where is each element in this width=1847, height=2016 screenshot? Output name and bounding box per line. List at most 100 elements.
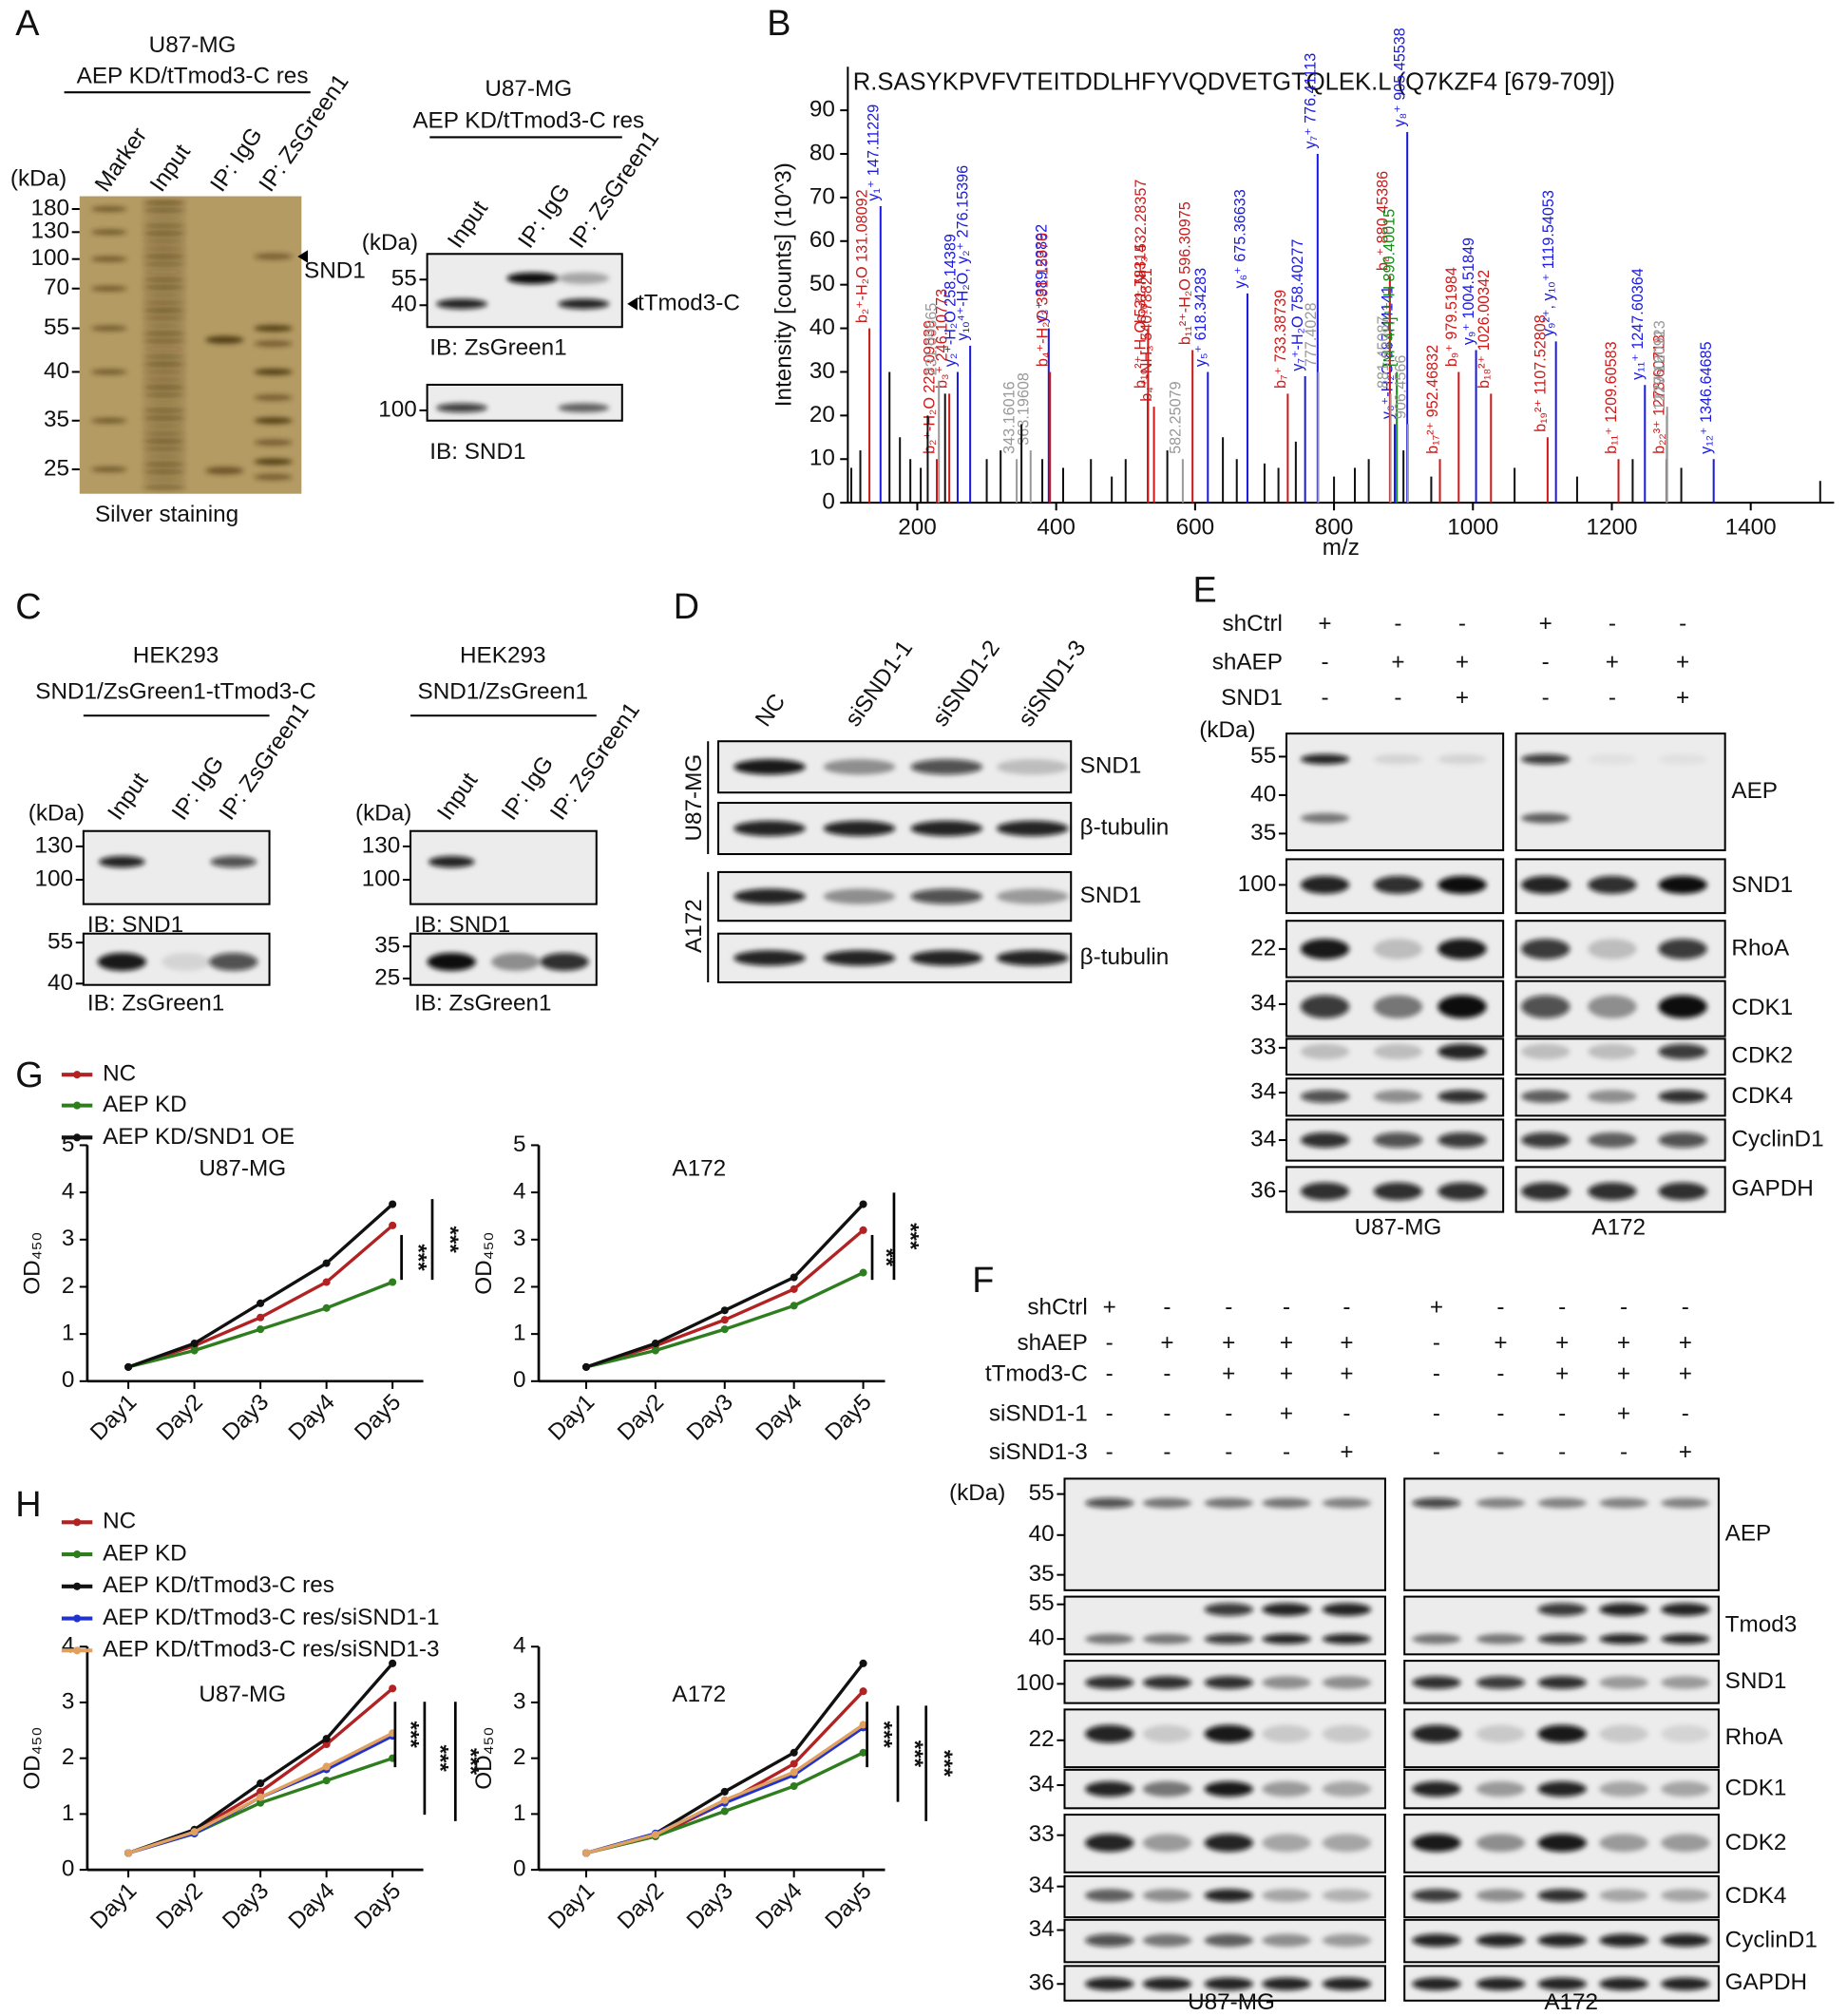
x-tick-label: 1200: [1586, 515, 1637, 541]
row-label: β-tubulin: [1080, 814, 1170, 840]
row-label: GAPDH: [1725, 1969, 1807, 1995]
band: [1599, 1724, 1648, 1743]
cell-line: U87-MG: [1355, 1215, 1442, 1241]
band: [1658, 1090, 1707, 1103]
x-tick-label: Day2: [613, 1389, 669, 1445]
band: [1204, 1933, 1253, 1948]
peak-label: y₅⁺ 618.34283: [1192, 268, 1209, 367]
kda-label: 40: [1250, 781, 1276, 807]
point: [322, 1303, 331, 1312]
point: [322, 1762, 331, 1771]
point: [322, 1740, 331, 1749]
x-tick-label: Day3: [682, 1878, 738, 1934]
row-label: RhoA: [1731, 935, 1790, 960]
band: [142, 423, 186, 428]
band: [1204, 1780, 1253, 1797]
sign: -: [1321, 685, 1328, 711]
band: [254, 253, 293, 260]
cell-line: A172: [1544, 1989, 1598, 2015]
condition: SND1/ZsGreen1: [417, 678, 587, 704]
band: [1204, 1834, 1253, 1853]
band: [142, 254, 186, 259]
band: [1476, 1676, 1526, 1689]
point: [859, 1748, 867, 1757]
band: [1661, 1933, 1710, 1948]
legend-dot: [73, 1646, 82, 1655]
point: [720, 1796, 729, 1804]
band: [1085, 1497, 1134, 1509]
y-tick-label: 1: [513, 1321, 526, 1346]
kda-label: 35: [1250, 820, 1276, 846]
cell-line: A172: [1591, 1215, 1646, 1241]
y-tick-label: 1: [513, 1800, 526, 1826]
kda-label: 40: [44, 358, 69, 384]
band: [142, 231, 186, 237]
condition-label: siSND1-1: [989, 1400, 1088, 1426]
band: [823, 888, 896, 904]
kda-label: 35: [44, 407, 69, 432]
sign: -: [1620, 1439, 1628, 1465]
band: [1204, 1633, 1253, 1645]
x-tick-label: Day5: [350, 1878, 406, 1934]
y-tick-label: 80: [809, 140, 835, 165]
band: [1588, 753, 1637, 765]
band: [90, 466, 127, 472]
sign: -: [1558, 1439, 1566, 1465]
row-label: AEP: [1731, 778, 1778, 804]
band: [1300, 1043, 1350, 1059]
band: [1300, 1182, 1350, 1201]
point: [124, 1849, 133, 1857]
band: [142, 370, 186, 374]
kda-label: 55: [48, 929, 73, 955]
point: [790, 1284, 798, 1293]
point: [859, 1687, 867, 1696]
band: [142, 308, 186, 314]
sign: +: [1617, 1330, 1630, 1356]
peak-label: b₁₁²⁺-H₂O 596.30975: [1177, 201, 1194, 345]
band: [142, 323, 186, 329]
band: [1142, 1933, 1192, 1948]
band: [1658, 1043, 1707, 1059]
sign: +: [1676, 685, 1689, 711]
sign: -: [1433, 1439, 1440, 1465]
y-tick-label: 90: [809, 97, 835, 123]
point: [651, 1831, 659, 1839]
point: [790, 1759, 798, 1768]
band: [1661, 1676, 1710, 1689]
band: [1658, 1182, 1707, 1201]
band: [142, 438, 186, 444]
peak-label: 582.25079: [1167, 381, 1184, 454]
sign: +: [1679, 1360, 1692, 1386]
band: [1204, 1497, 1253, 1509]
sign: +: [1679, 1330, 1692, 1356]
x-tick-label: Day1: [543, 1878, 600, 1934]
band: [910, 820, 983, 837]
point: [790, 1748, 798, 1757]
row-label: SND1: [1725, 1668, 1787, 1694]
band: [1373, 995, 1423, 1018]
kda-label: 40: [48, 970, 73, 996]
band: [558, 272, 610, 284]
band: [1661, 1497, 1710, 1509]
sign: -: [1163, 1400, 1171, 1426]
sign: -: [1682, 1400, 1689, 1426]
blot: [426, 253, 623, 329]
point: [257, 1325, 265, 1334]
kda-label: 22: [1029, 1726, 1055, 1752]
band: [209, 952, 258, 971]
band: [205, 466, 244, 475]
band: [254, 439, 293, 447]
band: [1521, 875, 1571, 894]
y-tick-label: 0: [513, 1856, 526, 1882]
y-tick-label: 2: [62, 1744, 75, 1770]
sign: +: [1679, 1439, 1692, 1465]
band: [1373, 1090, 1423, 1103]
sign: +: [1222, 1330, 1235, 1356]
band: [427, 952, 476, 971]
band: [1262, 1676, 1311, 1689]
sign: +: [1430, 1294, 1443, 1320]
sign: -: [1458, 611, 1466, 637]
point: [720, 1807, 729, 1816]
sign: -: [1225, 1294, 1232, 1320]
band: [910, 888, 983, 904]
